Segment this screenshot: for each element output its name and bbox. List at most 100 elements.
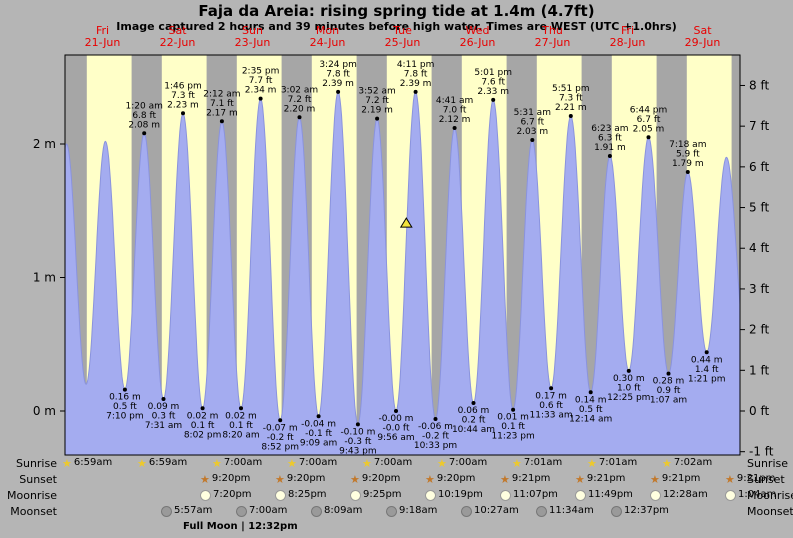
- tide-extreme-label: 6:23 am: [591, 124, 628, 134]
- tide-extreme-label: -0.3 ft: [344, 437, 371, 447]
- tide-extreme-label: 8:20 am: [222, 430, 259, 440]
- tide-extreme-label: 2.33 m: [477, 87, 509, 97]
- moonrise-time: 10:19pm: [438, 489, 483, 500]
- tide-extreme-label: 2:12 am: [203, 89, 240, 99]
- sunrise-time: 7:01am: [598, 457, 638, 468]
- tide-extreme-label: 2.39 m: [322, 79, 354, 89]
- tide-extreme-dot: [666, 371, 671, 376]
- sunset-entry: ★ 9:20pm: [425, 473, 475, 485]
- tide-extreme-label: 0.14 m: [575, 395, 607, 405]
- tide-extreme-label: 0.30 m: [613, 374, 645, 384]
- tide-extreme-label: 7:10 pm: [106, 412, 144, 422]
- sunset-time: 9:20pm: [361, 473, 401, 484]
- sunrise-time: 6:59am: [148, 457, 188, 468]
- tide-extreme-label: 10:44 am: [452, 425, 495, 435]
- day-label: Mon 24-Jun: [309, 24, 346, 49]
- moonrise-entry: 12:28am: [650, 489, 708, 501]
- tide-extreme-label: 2.08 m: [128, 120, 160, 130]
- day-label: Sat 22-Jun: [159, 24, 196, 49]
- moonset-icon: [536, 505, 547, 517]
- sunrise-entry: ★ 7:02am: [662, 457, 712, 469]
- moonrise-entry: 8:25pm: [275, 489, 327, 501]
- tide-extreme-dot: [239, 406, 243, 411]
- y-axis-right-tick-label: 6 ft: [749, 160, 769, 174]
- y-axis-right-tick-label: 2 ft: [749, 323, 769, 337]
- y-axis-right-tick-label: -1 ft: [749, 445, 774, 459]
- tide-extreme-dot: [161, 397, 166, 401]
- tide-extreme-dot: [200, 406, 205, 411]
- tide-extreme-label: 2.19 m: [361, 106, 393, 116]
- sunset-time: 9:20pm: [436, 473, 476, 484]
- tide-extreme-label: 7.1 ft: [210, 99, 234, 109]
- tide-extreme-dot: [297, 115, 302, 120]
- sunset-entry: ★ 9:21pm: [575, 473, 625, 485]
- sunset-icon: ★: [350, 472, 360, 486]
- day-label: Fri 21-Jun: [84, 24, 121, 49]
- tide-extreme-label: 1:46 pm: [164, 81, 202, 91]
- moonrise-entry: 11:49pm: [575, 489, 633, 501]
- tide-extreme-label: 0.02 m: [225, 411, 257, 421]
- moonset-time: 9:18am: [399, 505, 438, 516]
- sunset-row-label-left: Sunset: [19, 473, 57, 486]
- y-axis-right-tick-label: 1 ft: [749, 363, 769, 377]
- page-title: Faja da Areia: rising spring tide at 1.4…: [198, 2, 595, 20]
- sunset-entry: ★ 9:20pm: [200, 473, 250, 485]
- tide-extreme-label: 9:56 am: [377, 433, 414, 443]
- sunrise-icon: ★: [212, 456, 222, 470]
- moonset-entry: 11:34am: [536, 505, 594, 517]
- tide-extreme-label: 12:25 pm: [607, 393, 650, 403]
- tide-extreme-label: 6:44 pm: [630, 105, 668, 115]
- sunrise-time: 7:00am: [298, 457, 338, 468]
- tide-extreme-label: 5:51 pm: [552, 84, 590, 94]
- moonset-time: 8:09am: [324, 505, 363, 516]
- sunrise-entry: ★ 7:00am: [362, 457, 412, 469]
- moonset-icon: [611, 505, 622, 517]
- sunrise-icon: ★: [512, 456, 522, 470]
- tide-extreme-label: 10:33 pm: [414, 441, 457, 451]
- tide-extreme-label: 3:24 pm: [319, 60, 357, 70]
- sunset-icon: ★: [200, 472, 210, 486]
- sunrise-icon: ★: [587, 456, 597, 470]
- y-axis-left-tick-label: 2 m: [33, 137, 56, 151]
- sunrise-time: 7:00am: [448, 457, 488, 468]
- moonset-entry: 7:00am: [236, 505, 287, 517]
- moonrise-time: 1:04am: [738, 489, 777, 500]
- moonrise-time: 11:49pm: [588, 489, 633, 500]
- tide-extreme-label: 5.9 ft: [676, 150, 700, 160]
- day-label: Fri 28-Jun: [609, 24, 646, 49]
- tide-extreme-label: -0.10 m: [340, 427, 375, 437]
- moonset-entry: 5:57am: [161, 505, 212, 517]
- moonrise-row-label-left: Moonrise: [7, 489, 57, 502]
- tide-extreme-label: 7.6 ft: [481, 77, 505, 87]
- tide-extreme-label: 0.5 ft: [579, 405, 603, 415]
- tide-extreme-dot: [471, 401, 476, 405]
- plot-border: [64, 54, 741, 456]
- sunrise-icon: ★: [62, 456, 72, 470]
- day-label: Sat 29-Jun: [684, 24, 721, 49]
- tide-extreme-label: -0.2 ft: [267, 433, 294, 443]
- sunrise-entry: ★ 7:00am: [212, 457, 262, 469]
- tide-extreme-dot: [491, 97, 496, 102]
- tide-extreme-dot: [181, 111, 185, 116]
- tide-extreme-label: 9:43 pm: [339, 446, 377, 456]
- moonrise-time: 12:28am: [663, 489, 708, 500]
- moonrise-entry: 1:04am: [725, 489, 776, 501]
- moonrise-time: 8:25pm: [288, 489, 327, 500]
- sunset-time: 9:21pm: [586, 473, 626, 484]
- sunrise-icon: ★: [137, 456, 147, 470]
- tide-extreme-dot: [704, 350, 709, 355]
- sunset-time: 9:21pm: [661, 473, 701, 484]
- tide-extreme-dot: [316, 414, 321, 419]
- tide-extreme-dot: [685, 170, 690, 174]
- tide-extreme-label: 2.12 m: [439, 115, 471, 125]
- tide-extreme-label: 9:09 am: [300, 438, 337, 448]
- tide-extreme-label: 0.1 ft: [501, 422, 525, 432]
- day-label: Wed 26-Jun: [459, 24, 496, 49]
- sunrise-entry: ★ 6:59am: [137, 457, 187, 469]
- tide-extreme-dot: [219, 119, 224, 124]
- sunset-entry: ★ 9:21pm: [500, 473, 550, 485]
- moonset-time: 12:37pm: [624, 505, 669, 516]
- tide-extreme-dot: [607, 154, 612, 158]
- tide-extreme-label: 7.8 ft: [326, 69, 350, 79]
